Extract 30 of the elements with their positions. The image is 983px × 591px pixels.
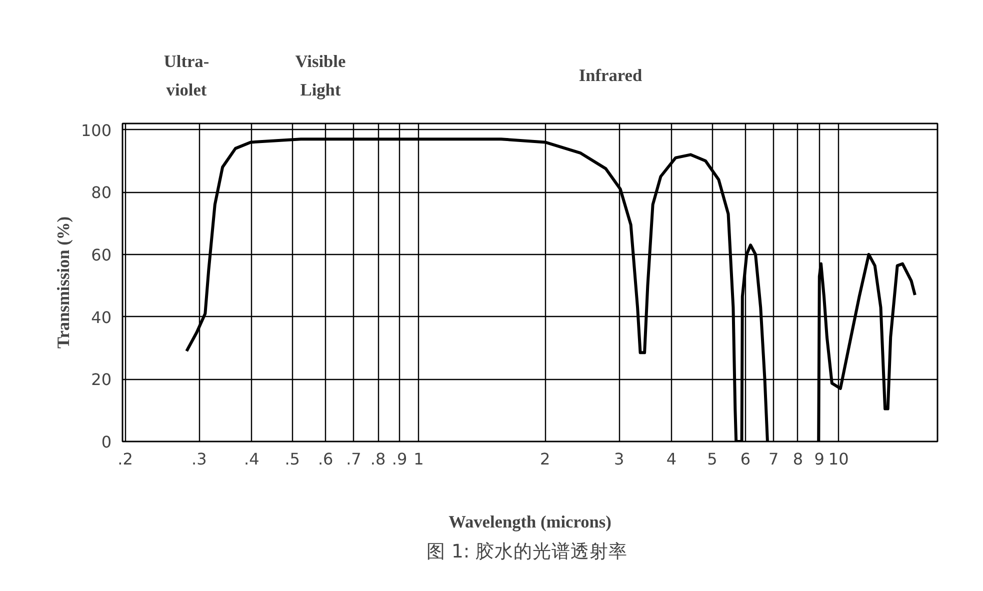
x-tick-label: 6 — [740, 450, 751, 468]
x-tick-label: .3 — [192, 450, 207, 468]
caption: 图 1: 胶水的光谱透射率 — [426, 540, 628, 562]
x-tick-label: 4 — [666, 450, 677, 468]
x-tick-label: 9 — [814, 450, 824, 468]
y-tick-label: 60 — [91, 245, 112, 264]
x-tick-label: .7 — [346, 450, 362, 468]
x-tick-label: .4 — [244, 450, 260, 468]
x-axis-title: Wavelength (microns) — [448, 512, 612, 532]
x-tick-label: .6 — [318, 450, 334, 468]
x-tick-label: .8 — [370, 450, 386, 468]
x-tick-label: 2 — [540, 450, 550, 468]
text: Infrared — [578, 66, 642, 86]
x-tick-label: 10 — [828, 450, 849, 468]
text: Visible Light — [295, 52, 346, 100]
x-tick-label: 1 — [414, 450, 424, 468]
x-tick-label: 8 — [792, 450, 804, 468]
x-tick-label: .5 — [284, 450, 300, 468]
y-tick-label: 80 — [91, 183, 112, 202]
x-tick-label: 5 — [707, 450, 718, 468]
y-axis-title: Transmission (%) — [54, 216, 73, 349]
x-tick-label: 7 — [768, 450, 779, 468]
y-tick-label: 20 — [91, 370, 112, 390]
y-tick-label: 0 — [101, 432, 112, 452]
text: Ultra- violet — [164, 52, 210, 100]
y-tick-label: 40 — [91, 308, 112, 327]
x-tick-label: .2 — [118, 450, 133, 468]
y-tick-label: 100 — [80, 120, 112, 140]
x-tick-label: .9 — [392, 450, 408, 468]
x-tick-label: 3 — [614, 450, 624, 468]
